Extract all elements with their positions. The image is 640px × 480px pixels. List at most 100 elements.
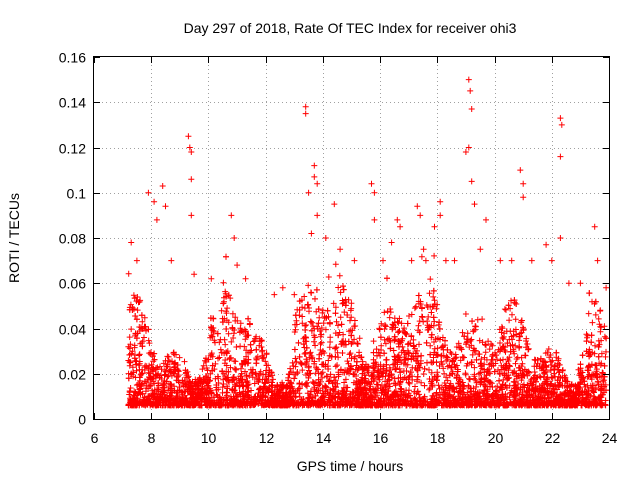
data-point [403, 401, 410, 408]
data-point [420, 246, 427, 253]
data-point [299, 367, 306, 374]
data-point [285, 377, 292, 384]
data-point [387, 367, 394, 373]
data-point [552, 389, 558, 396]
data-point [440, 365, 447, 372]
data-point [583, 331, 590, 338]
data-point [525, 382, 532, 389]
data-point [381, 309, 388, 316]
data-point [295, 339, 302, 346]
data-point [294, 369, 301, 375]
data-point [304, 390, 311, 397]
data-point [306, 370, 313, 377]
data-point [165, 353, 172, 360]
data-point [296, 307, 303, 313]
data-point [443, 401, 450, 408]
data-point [246, 372, 253, 379]
data-point [532, 391, 539, 397]
data-point [427, 324, 433, 331]
data-point [546, 354, 553, 361]
data-point [226, 379, 232, 386]
data-point [232, 366, 239, 373]
data-point [308, 289, 315, 296]
data-point [261, 380, 268, 387]
data-point [398, 320, 405, 327]
data-point [251, 380, 258, 387]
data-point [443, 357, 450, 364]
data-point [457, 387, 464, 394]
data-point [468, 342, 475, 349]
data-point [463, 336, 470, 343]
data-point [501, 306, 508, 313]
data-point [516, 343, 523, 350]
data-point [516, 391, 523, 398]
data-point [134, 307, 141, 314]
data-point [489, 356, 496, 363]
data-point [508, 297, 514, 304]
data-point [155, 390, 162, 397]
data-point [312, 342, 319, 349]
data-point [472, 376, 479, 383]
data-point [355, 396, 362, 402]
data-point [312, 370, 319, 377]
data-point [214, 330, 221, 337]
data-point [396, 315, 403, 322]
data-point [356, 380, 363, 387]
data-point [165, 372, 172, 379]
data-point [154, 372, 161, 379]
data-point [450, 384, 457, 391]
data-point [486, 346, 493, 353]
data-point [309, 379, 316, 385]
data-point [549, 375, 556, 381]
data-point [237, 329, 243, 336]
data-point [434, 373, 441, 380]
chart-title: Day 297 of 2018, Rate Of TEC Index for r… [184, 20, 517, 36]
data-point [136, 386, 143, 393]
data-point [506, 354, 513, 361]
data-point [473, 383, 480, 390]
data-point [341, 309, 348, 316]
data-point [375, 402, 382, 409]
data-point [410, 343, 417, 350]
data-point [584, 367, 591, 374]
data-point [418, 313, 425, 320]
data-point [423, 339, 430, 346]
data-point [306, 305, 312, 311]
data-point [230, 335, 237, 341]
data-point [318, 361, 325, 368]
data-point [253, 371, 260, 378]
data-point [311, 334, 318, 341]
data-point [349, 327, 356, 334]
data-point [139, 318, 146, 325]
data-point [387, 306, 394, 312]
data-point [330, 300, 337, 307]
data-point [340, 283, 346, 290]
data-point [374, 369, 381, 376]
data-point [234, 317, 241, 324]
data-point [322, 326, 329, 333]
data-point [231, 358, 238, 364]
data-point [263, 351, 270, 358]
data-point [270, 392, 276, 399]
data-point [429, 359, 436, 366]
data-point [238, 370, 245, 377]
data-point [311, 386, 318, 392]
data-point [253, 360, 260, 367]
data-point [326, 377, 333, 384]
data-point [579, 352, 586, 359]
data-point [449, 358, 456, 365]
data-point [337, 314, 344, 321]
data-point [292, 312, 299, 319]
data-point [408, 356, 415, 363]
data-point [176, 354, 183, 361]
data-point [209, 333, 216, 340]
data-point [231, 365, 238, 372]
data-point [317, 341, 324, 347]
data-point [326, 344, 333, 351]
data-point [128, 326, 135, 333]
data-point [507, 305, 514, 312]
data-point [173, 398, 180, 404]
data-point [171, 364, 178, 371]
data-point [200, 362, 207, 369]
data-point [291, 375, 298, 382]
